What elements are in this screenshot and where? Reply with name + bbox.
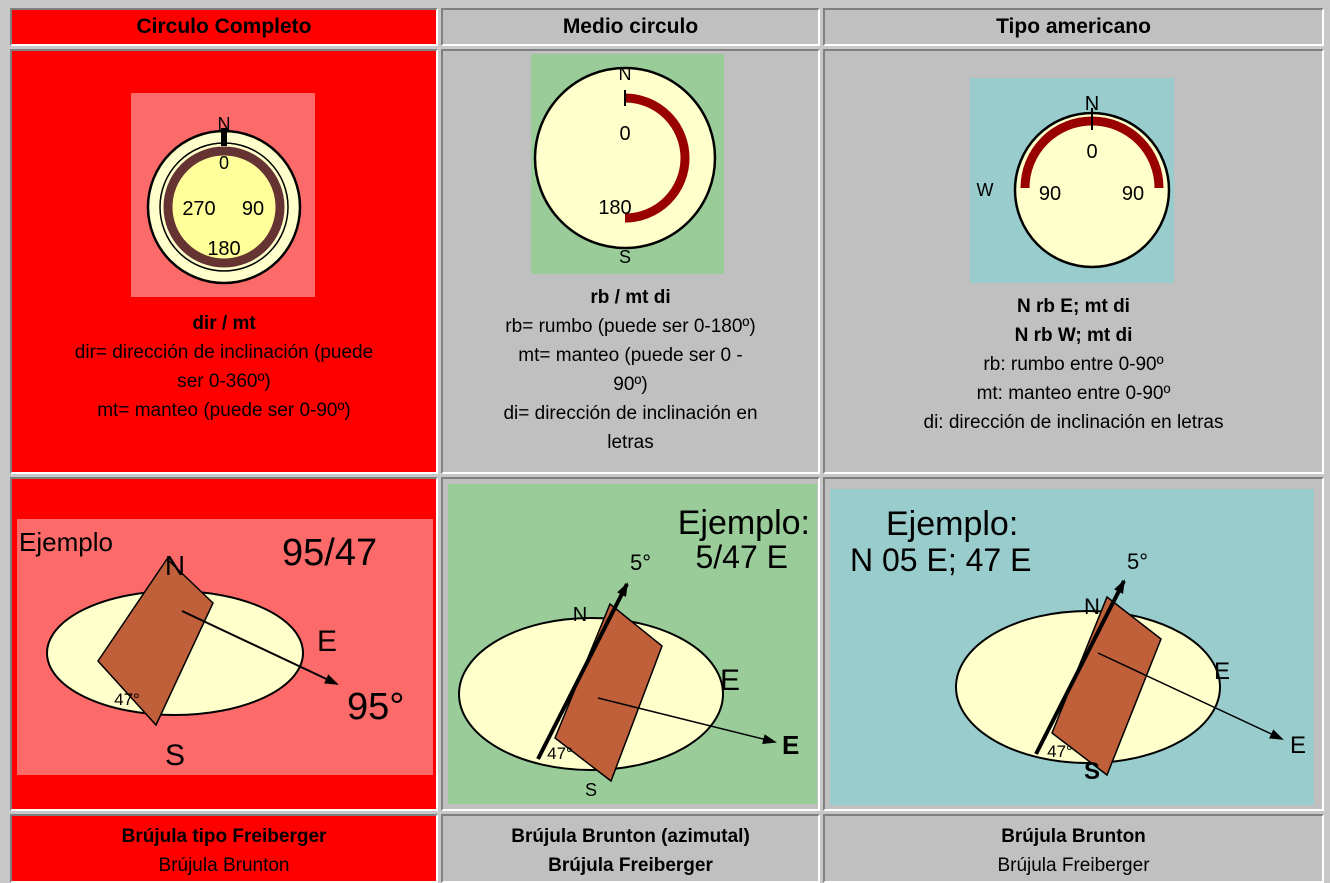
half-circle-compass-diagram: N 0 180 S <box>531 54 724 274</box>
notation-label: rb / mt di <box>590 287 671 308</box>
description-line: dir= dirección de inclinación (puede <box>74 342 374 363</box>
header-label: Medio circulo <box>562 15 699 38</box>
compass-west-90-label: 90 <box>1039 183 1061 205</box>
dip-angle-label: 47° <box>547 744 573 763</box>
compass-180-label: 180 <box>207 238 240 260</box>
cell-american-description: N W 0 90 90 N rb E; mt di N rb W; mt di … <box>823 49 1324 474</box>
description-line: di: dirección de inclinación en letras <box>923 412 1224 433</box>
compass-dip-ring <box>163 146 285 268</box>
footer-full-circle: Brújula tipo Freiberger Brújula Brunton <box>10 814 438 883</box>
compass-zero-label: 0 <box>219 153 229 173</box>
south-label: S <box>619 247 631 267</box>
description-line: rb: rumbo entre 0-90º <box>983 354 1164 375</box>
footer-half-circle: Brújula Brunton (azimutal) Brújula Freib… <box>441 814 820 883</box>
north-label: N <box>1084 594 1100 619</box>
notation-label: dir / mt <box>192 313 256 334</box>
arrow-east-label: E <box>1290 732 1306 759</box>
footer-american: Brújula Brunton Brújula Freiberger <box>823 814 1324 883</box>
east-label: E <box>720 664 740 697</box>
description-line: rb= rumbo (puede ser 0-180º) <box>505 316 756 337</box>
header-circulo-completo: Circulo Completo <box>10 8 438 46</box>
dip-direction-arrow <box>1097 652 1284 740</box>
example-value: 5/47 E <box>695 539 788 575</box>
cell-american-example: Ejemplo: N 05 E; 47 E 5° N E E 47° S <box>823 477 1324 811</box>
description-line: ser 0-360º) <box>177 371 271 392</box>
american-example-diagram: Ejemplo: N 05 E; 47 E 5° N E E 47° S <box>830 489 1314 805</box>
dip-angle-label: 47° <box>1047 742 1073 761</box>
east-label: E <box>317 625 337 658</box>
half-circle-strike-arc <box>624 93 690 223</box>
strike-angle-label: 5° <box>630 550 651 575</box>
cell-full-circle-example: Ejemplo 95/47 N E S 47° 95° <box>10 477 438 811</box>
compass-type-primary: Brújula Brunton <box>1001 826 1146 847</box>
compass-type-secondary: Brújula Brunton <box>158 855 290 876</box>
example-value: N 05 E; 47 E <box>850 542 1031 578</box>
north-label: N <box>573 604 587 626</box>
strike-angle-label: 5° <box>1127 549 1148 574</box>
compass-180-label: 180 <box>598 197 631 219</box>
header-label: Tipo americano <box>996 15 1151 38</box>
south-label: S <box>1084 758 1100 785</box>
arrow-east-label: E <box>782 730 799 760</box>
west-label: W <box>977 180 994 200</box>
east-label: E <box>1214 658 1230 685</box>
notation-label: N rb E; mt di <box>1017 296 1130 317</box>
compass-type-primary: Brújula Brunton (azimutal) <box>511 826 750 847</box>
cell-half-circle-example: Ejemplo: 5/47 E 5° N E E 47° S <box>441 477 820 811</box>
full-circle-text: dir / mt dir= dirección de inclinación (… <box>12 309 436 425</box>
strike-line-arrow <box>536 582 629 760</box>
north-label: N <box>218 114 231 134</box>
description-line: mt= manteo (puede ser 0 - <box>518 345 743 366</box>
strike-line-arrow <box>1034 579 1126 755</box>
dip-direction-arrow <box>181 610 339 685</box>
dip-direction-arrow <box>597 697 777 744</box>
description-line: letras <box>607 432 654 453</box>
dipping-plane <box>97 557 214 727</box>
half-circle-text: rb / mt di rb= rumbo (puede ser 0-180º) … <box>443 283 818 457</box>
american-compass-diagram: N W 0 90 90 <box>970 78 1174 283</box>
south-label: S <box>165 739 185 772</box>
north-label: N <box>619 64 632 84</box>
cell-full-circle-description: N 0 270 90 180 dir / mt dir= dirección d… <box>10 49 438 474</box>
south-label: S <box>585 780 597 800</box>
north-label: N <box>165 550 185 581</box>
example-label: Ejemplo: <box>886 505 1018 543</box>
compass-zero-label: 0 <box>1086 141 1097 163</box>
description-line: di= dirección de inclinación en <box>503 403 758 424</box>
compass-type-primary: Brújula tipo Freiberger <box>121 826 327 847</box>
half-circle-example-diagram: Ejemplo: 5/47 E 5° N E E 47° S <box>448 484 817 804</box>
azimuth-label: 95° <box>347 686 404 728</box>
compass-east-90-label: 90 <box>1122 183 1144 205</box>
example-value: 95/47 <box>282 532 377 574</box>
compass-zero-label: 0 <box>619 123 630 145</box>
header-tipo-americano: Tipo americano <box>823 8 1324 46</box>
description-line: mt: manteo entre 0-90º <box>976 383 1171 404</box>
example-label: Ejemplo <box>19 527 113 557</box>
header-label: Circulo Completo <box>136 15 312 38</box>
description-line: 90º) <box>613 374 648 395</box>
full-circle-example-diagram: Ejemplo 95/47 N E S 47° 95° <box>17 519 433 775</box>
description-line: mt= manteo (puede ser 0-90º) <box>97 400 351 421</box>
compass-270-label: 270 <box>182 198 215 220</box>
full-circle-compass-diagram: N 0 270 90 180 <box>131 93 315 297</box>
compass-type-secondary: Brújula Freiberger <box>997 855 1150 876</box>
dip-angle-label: 47° <box>114 690 140 709</box>
american-text: N rb E; mt di N rb W; mt di rb: rumbo en… <box>825 292 1322 437</box>
header-medio-circulo: Medio circulo <box>441 8 820 46</box>
notation-label: N rb W; mt di <box>1014 325 1133 346</box>
compass-90-label: 90 <box>242 198 264 220</box>
north-label: N <box>1085 93 1099 115</box>
north-tick <box>221 128 227 146</box>
example-label: Ejemplo: <box>678 504 810 542</box>
cell-half-circle-description: N 0 180 S rb / mt di rb= rumbo (puede se… <box>441 49 820 474</box>
compass-type-secondary: Brújula Freiberger <box>548 855 713 876</box>
